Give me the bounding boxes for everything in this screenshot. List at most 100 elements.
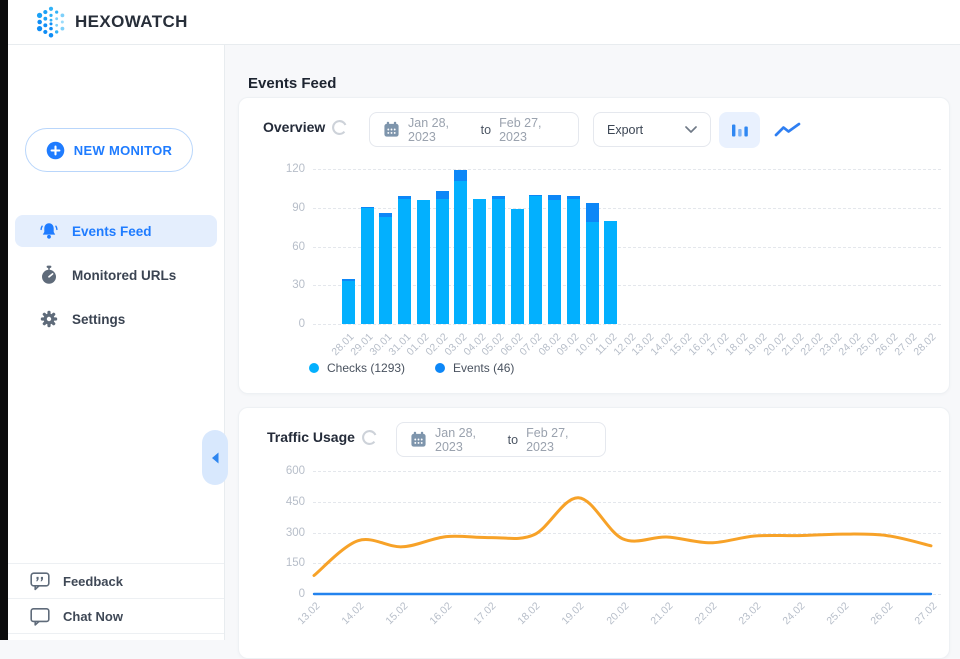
overview-legend: Checks (1293) Events (46) (309, 361, 514, 375)
feedback-icon (30, 571, 50, 591)
hexowatch-logo-icon (34, 5, 68, 39)
checks-segment (529, 196, 543, 324)
chat-icon (30, 607, 50, 626)
bar-07.02 (529, 194, 543, 324)
checks-segment (566, 198, 580, 324)
events-segment (454, 170, 468, 181)
x-tick-label: 27.02 (912, 600, 940, 628)
events-segment (341, 278, 355, 282)
line-chart-view-button[interactable] (767, 112, 808, 148)
y-tick-label: 30 (292, 279, 305, 292)
legend-events-46[interactable]: Events (46) (435, 361, 514, 375)
y-tick-label: 450 (285, 495, 305, 508)
checks-segment (341, 281, 355, 324)
checks-segment (379, 216, 393, 324)
x-tick-label: 22.02 (692, 600, 720, 628)
x-tick-label: 17.02 (471, 600, 499, 628)
x-tick-label: 16.02 (427, 600, 455, 628)
bar-11.02 (604, 220, 618, 324)
sidebar-footer: Feedback Chat Now (8, 563, 224, 634)
bar-05.02 (491, 196, 505, 324)
sidebar-item-label: Monitored URLs (72, 267, 177, 283)
bar-29.01 (360, 206, 374, 324)
bar-08.02 (548, 194, 562, 324)
checks-segment (510, 209, 524, 324)
top-bar: HEXOWATCH (8, 0, 960, 45)
bell-icon (39, 221, 59, 241)
checks-segment (416, 200, 430, 324)
sidebar-nav: Events Feed Monitored URLs Settings (15, 215, 217, 335)
gear-icon (39, 310, 59, 328)
sidebar-item-settings[interactable]: Settings (15, 303, 217, 335)
events-segment (548, 194, 562, 200)
calendar-icon (410, 431, 427, 448)
gridline (313, 246, 941, 248)
y-tick-label: 0 (298, 588, 305, 600)
legend-label: Checks (1293) (327, 361, 406, 375)
y-tick-label: 0 (298, 318, 305, 330)
chevron-down-icon (685, 126, 697, 133)
sidebar-footer-label: Feedback (63, 573, 123, 589)
export-select[interactable]: Export (593, 112, 711, 147)
events-segment (435, 191, 449, 199)
stopwatch-icon (39, 265, 59, 285)
x-tick-label: 20.02 (603, 600, 631, 628)
traffic-plot (312, 496, 933, 596)
sidebar-item-monitored-urls[interactable]: Monitored URLs (15, 259, 217, 291)
bar-28.01 (341, 278, 355, 324)
sidebar-footer-item-chat-now[interactable]: Chat Now (8, 598, 224, 633)
sidebar-item-label: Events Feed (72, 223, 152, 239)
checks-segment (454, 180, 468, 324)
overview-refresh-button[interactable] (329, 117, 349, 137)
traffic-refresh-button[interactable] (359, 427, 379, 447)
legend-label: Events (46) (453, 361, 515, 375)
chevron-left-icon (210, 451, 220, 465)
bar-10.02 (585, 202, 599, 324)
events-segment (529, 194, 543, 197)
calendar-icon (383, 121, 400, 138)
checks-segment (491, 198, 505, 324)
gridline (313, 471, 941, 472)
bar-02.02 (435, 191, 449, 324)
sidebar-item-label: Settings (72, 311, 126, 327)
gridline (313, 207, 941, 209)
overview-date-range-picker[interactable]: Jan 28, 2023 to Feb 27, 2023 (369, 112, 579, 147)
traffic-date-range-picker[interactable]: Jan 28, 2023 to Feb 27, 2023 (396, 422, 606, 457)
new-monitor-button[interactable]: NEW MONITOR (25, 128, 193, 172)
sidebar-collapse-handle[interactable] (202, 430, 228, 485)
checks-segment (398, 198, 412, 324)
traffic-line (312, 496, 933, 577)
events-segment (379, 212, 393, 217)
checks-segment (585, 221, 599, 324)
new-monitor-label: NEW MONITOR (73, 142, 173, 158)
overview-bar-chart: 0 30 60 90 120 28.01 29.01 30.01 31.01 01.02 02.02… (239, 98, 949, 393)
gridline (313, 324, 941, 325)
x-tick-label: 21.02 (648, 600, 676, 628)
bar-chart-icon (730, 122, 750, 139)
left-edge-strip (0, 0, 8, 640)
bar-chart-view-button[interactable] (719, 112, 760, 148)
overview-card-title: Overview (263, 119, 326, 135)
x-tick-label: 18.02 (515, 600, 543, 628)
legend-checks-1293[interactable]: Checks (1293) (309, 361, 405, 375)
bar-06.02 (510, 209, 524, 324)
legend-dot (435, 363, 446, 373)
sidebar-item-events-feed[interactable]: Events Feed (15, 215, 217, 247)
y-tick-label: 120 (285, 163, 305, 175)
brand-logo[interactable]: HEXOWATCH (34, 5, 188, 39)
events-segment (566, 196, 580, 199)
bar-01.02 (416, 200, 430, 324)
bar-31.01 (398, 196, 412, 324)
date-from: Jan 28, 2023 (408, 115, 450, 144)
y-tick-label: 600 (285, 465, 305, 477)
sidebar-footer-label: Chat Now (63, 608, 123, 624)
date-separator: to (480, 122, 492, 137)
y-tick-label: 90 (292, 201, 305, 214)
x-tick-label: 19.02 (559, 600, 587, 628)
checks-segment (435, 198, 449, 324)
sidebar-footer-item-feedback[interactable]: Feedback (8, 563, 224, 598)
events-segment (585, 202, 599, 222)
page-title: Events Feed (248, 75, 337, 93)
legend-dot (309, 363, 319, 373)
traffic-usage-card: Traffic Usage Jan 28, 2023 to Feb 27, (238, 407, 950, 659)
